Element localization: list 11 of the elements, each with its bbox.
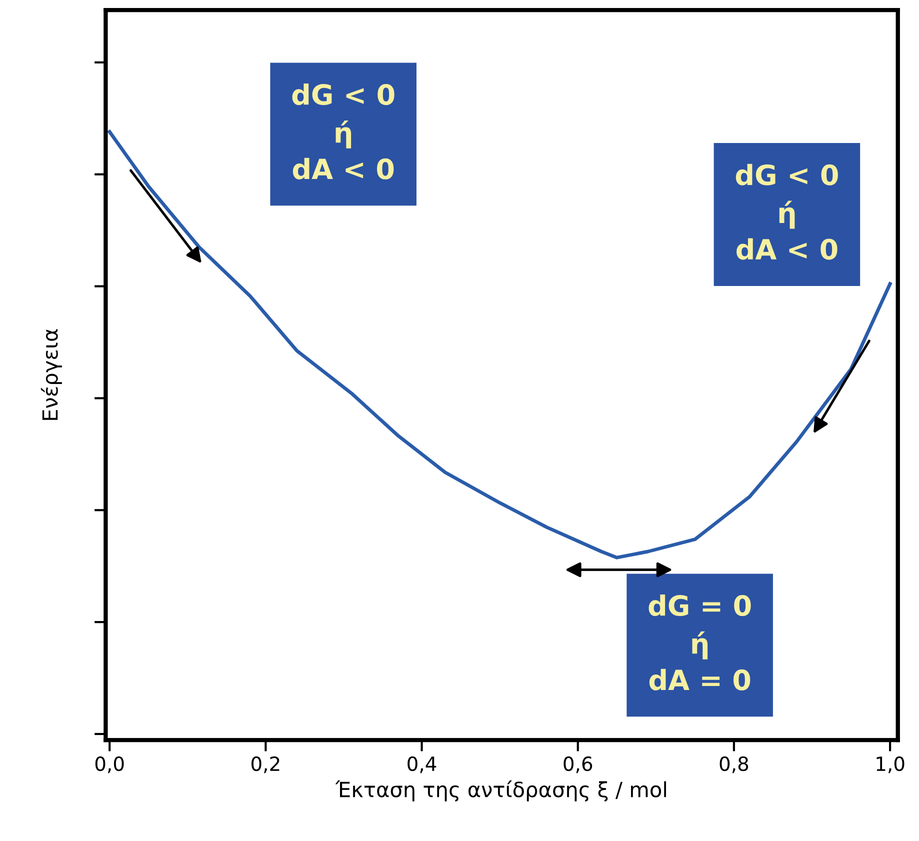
annotation: dG < 0 ή dA < 0	[292, 84, 394, 180]
x-tick-label: 0,0	[95, 756, 124, 774]
x-tick-label: 0,8	[720, 756, 748, 774]
annotation: dG < 0 ή dA < 0	[736, 164, 838, 260]
annotation: dG = 0 ή dA = 0	[648, 594, 751, 690]
x-axis-title: Έκταση της αντίδρασης ξ / mol	[335, 780, 666, 802]
x-tick-label: 1,0	[876, 756, 904, 774]
x-tick-label: 0,4	[408, 756, 436, 774]
y-axis-title: Ενέργεια	[40, 329, 62, 420]
x-tick-label: 0,2	[252, 756, 280, 774]
x-tick-label: 0,6	[564, 756, 592, 774]
